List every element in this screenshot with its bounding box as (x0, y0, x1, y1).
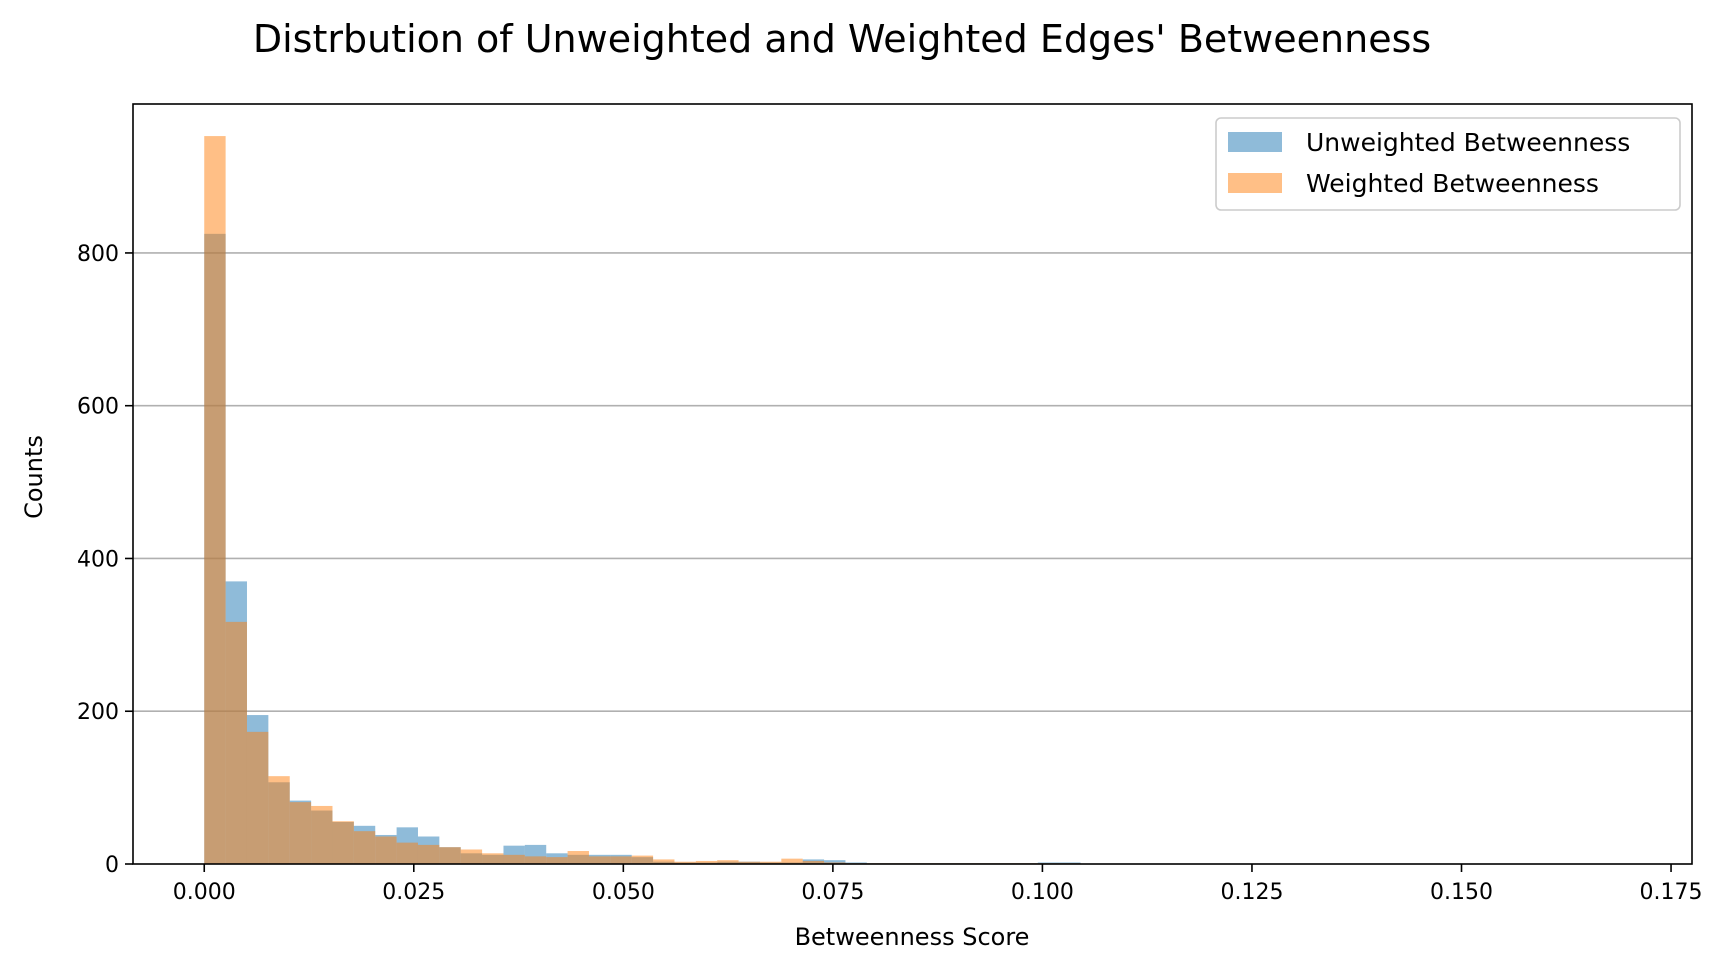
y-tick-label: 800 (77, 242, 119, 267)
x-axis-ticks: 0.000 0.025 0.050 0.075 0.100 0.125 0.150 0.175 (173, 864, 1703, 905)
histogram-bar (524, 856, 547, 864)
histogram-bar (759, 861, 782, 864)
legend-label: Unweighted Betweenness (1306, 128, 1630, 157)
series-unweighted (204, 233, 1081, 864)
chart-title: Distrbution of Unweighted and Weighted E… (253, 17, 1431, 61)
x-tick-label: 0.075 (801, 880, 864, 905)
y-tick-label: 600 (77, 395, 119, 420)
y-axis-label: Counts (20, 435, 48, 519)
histogram-bar (225, 621, 247, 864)
histogram-bar (332, 821, 354, 864)
histogram-bar (567, 851, 589, 864)
x-axis-label: Betweenness Score (795, 923, 1030, 951)
y-tick-label: 200 (77, 700, 119, 725)
y-tick-label: 0 (105, 853, 119, 878)
histogram-bar (674, 861, 696, 864)
histogram-bar (353, 831, 376, 864)
histogram-bar (610, 856, 632, 864)
series-weighted (204, 136, 1081, 865)
histogram-bar (311, 805, 333, 864)
x-tick-label: 0.100 (1011, 880, 1074, 905)
histogram-bar (268, 776, 290, 864)
histogram-bar (439, 847, 461, 864)
x-tick-label: 0.150 (1430, 880, 1493, 905)
y-tick-label: 400 (77, 547, 119, 572)
histogram-bar (588, 856, 611, 864)
x-tick-label: 0.050 (592, 880, 655, 905)
histogram-bar (717, 860, 739, 864)
x-tick-label: 0.025 (382, 880, 445, 905)
histogram-bar (781, 858, 803, 864)
histogram-bar (375, 836, 397, 864)
legend-swatch (1228, 173, 1282, 193)
histogram-bar (396, 842, 418, 864)
x-tick-label: 0.000 (173, 880, 236, 905)
histogram-bar (631, 855, 654, 864)
histogram-bar (417, 844, 440, 864)
legend-swatch (1228, 132, 1282, 152)
histogram-bar (695, 860, 718, 864)
histogram-bar (503, 854, 525, 864)
y-axis-ticks: 0 200 400 600 800 (77, 242, 133, 878)
histogram-bar (289, 802, 312, 864)
histogram-bar (802, 860, 825, 864)
histogram-bar (546, 857, 568, 864)
histogram-bar (738, 861, 760, 864)
histogram-bar (246, 731, 269, 864)
histogram-bar (204, 136, 226, 865)
y-gridlines (133, 252, 1692, 713)
histogram-bar (824, 860, 846, 864)
histogram-bar (460, 849, 483, 864)
histogram-bar (653, 859, 675, 864)
legend-box (1215, 117, 1681, 211)
chart-legend: Unweighted Betweenness Weighted Betweenne… (1215, 117, 1681, 211)
histogram-bar (482, 853, 504, 864)
x-tick-label: 0.175 (1640, 880, 1703, 905)
histogram-bars (204, 136, 1081, 865)
plot-area-frame (132, 103, 1693, 865)
x-tick-label: 0.125 (1220, 880, 1283, 905)
legend-label: Weighted Betweenness (1306, 169, 1599, 198)
